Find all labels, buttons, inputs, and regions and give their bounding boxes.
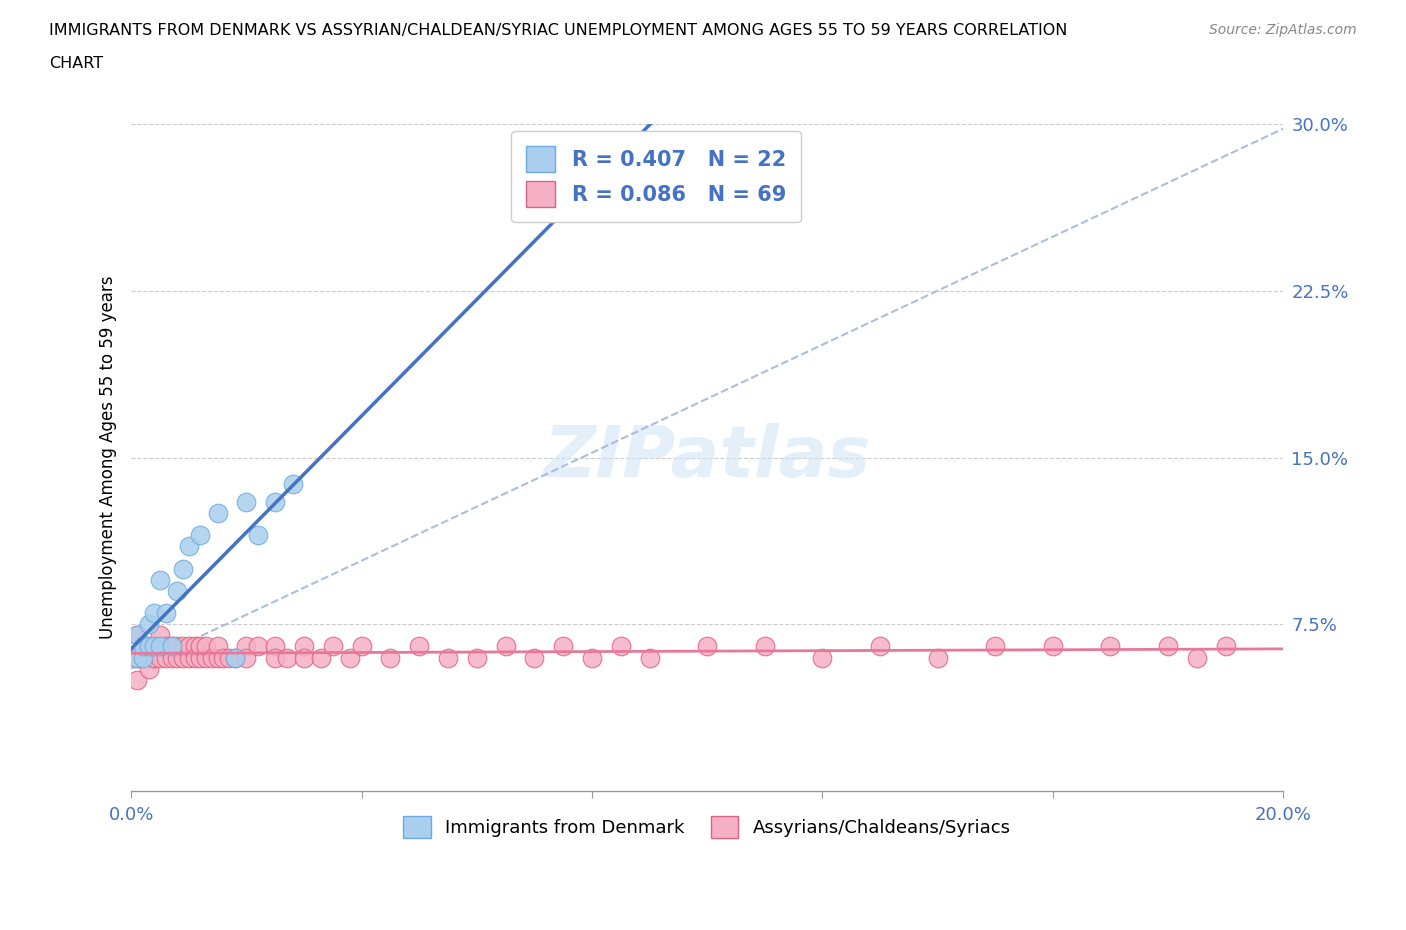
Point — [143, 639, 166, 654]
Legend: Immigrants from Denmark, Assyrians/Chaldeans/Syriacs: Immigrants from Denmark, Assyrians/Chald… — [396, 809, 1018, 845]
Point — [149, 639, 172, 654]
Point — [235, 639, 257, 654]
Point — [553, 639, 575, 654]
Point — [235, 495, 257, 510]
Point — [1215, 639, 1237, 654]
Point — [177, 639, 200, 654]
Point — [927, 650, 949, 665]
Point — [869, 639, 891, 654]
Point — [172, 562, 194, 577]
Point — [172, 650, 194, 665]
Point — [1185, 650, 1208, 665]
Point — [160, 639, 183, 654]
Point — [149, 572, 172, 587]
Text: IMMIGRANTS FROM DENMARK VS ASSYRIAN/CHALDEAN/SYRIAC UNEMPLOYMENT AMONG AGES 55 T: IMMIGRANTS FROM DENMARK VS ASSYRIAN/CHAL… — [49, 23, 1067, 38]
Point — [292, 639, 315, 654]
Point — [754, 639, 776, 654]
Point — [523, 650, 546, 665]
Point — [350, 639, 373, 654]
Point — [166, 583, 188, 598]
Point — [190, 650, 212, 665]
Point — [1157, 639, 1180, 654]
Point — [149, 639, 172, 654]
Point — [465, 650, 488, 665]
Point — [177, 650, 200, 665]
Point — [166, 650, 188, 665]
Point — [190, 528, 212, 543]
Point — [138, 639, 160, 654]
Point — [143, 650, 166, 665]
Point — [201, 650, 224, 665]
Point — [292, 650, 315, 665]
Text: CHART: CHART — [49, 56, 103, 71]
Point — [264, 639, 287, 654]
Point — [380, 650, 402, 665]
Point — [811, 650, 834, 665]
Point — [125, 672, 148, 687]
Point — [437, 650, 460, 665]
Point — [212, 650, 235, 665]
Point — [166, 639, 188, 654]
Point — [160, 650, 183, 665]
Point — [311, 650, 333, 665]
Point — [155, 650, 177, 665]
Point — [246, 639, 269, 654]
Point — [322, 639, 344, 654]
Point — [264, 495, 287, 510]
Point — [183, 650, 205, 665]
Text: ZIPatlas: ZIPatlas — [544, 423, 870, 492]
Point — [207, 506, 229, 521]
Point — [610, 639, 633, 654]
Point — [281, 477, 304, 492]
Point — [143, 650, 166, 665]
Text: Source: ZipAtlas.com: Source: ZipAtlas.com — [1209, 23, 1357, 37]
Point — [218, 650, 240, 665]
Point — [183, 639, 205, 654]
Point — [1099, 639, 1122, 654]
Point — [132, 639, 155, 654]
Point — [264, 650, 287, 665]
Point — [195, 639, 218, 654]
Point — [132, 650, 155, 665]
Point — [160, 639, 183, 654]
Point — [276, 650, 298, 665]
Point — [696, 639, 718, 654]
Point — [125, 628, 148, 643]
Point — [339, 650, 361, 665]
Point — [138, 661, 160, 676]
Point — [224, 650, 246, 665]
Point — [1042, 639, 1064, 654]
Point — [495, 639, 517, 654]
Point — [125, 650, 148, 665]
Point — [224, 650, 246, 665]
Point — [408, 639, 430, 654]
Point — [246, 528, 269, 543]
Point — [195, 650, 218, 665]
Point — [638, 650, 661, 665]
Point — [190, 639, 212, 654]
Point — [155, 605, 177, 620]
Point — [207, 650, 229, 665]
Point — [125, 650, 148, 665]
Point — [177, 539, 200, 554]
Point — [207, 639, 229, 654]
Point — [149, 628, 172, 643]
Point — [172, 639, 194, 654]
Point — [138, 650, 160, 665]
Point — [138, 639, 160, 654]
Point — [984, 639, 1007, 654]
Point — [149, 650, 172, 665]
Point — [155, 639, 177, 654]
Y-axis label: Unemployment Among Ages 55 to 59 years: Unemployment Among Ages 55 to 59 years — [100, 276, 117, 639]
Point — [143, 605, 166, 620]
Point — [143, 639, 166, 654]
Point — [138, 617, 160, 631]
Point — [235, 650, 257, 665]
Point — [125, 628, 148, 643]
Point — [132, 650, 155, 665]
Point — [132, 639, 155, 654]
Point — [581, 650, 603, 665]
